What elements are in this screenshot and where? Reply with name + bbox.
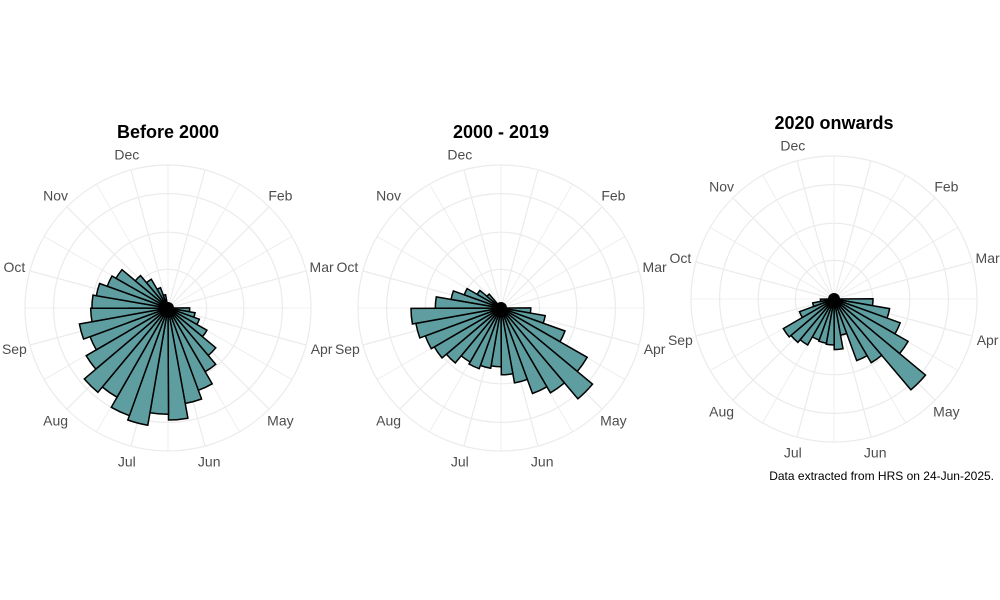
bar-wedge [410, 307, 502, 325]
month-label: Sep [2, 341, 27, 357]
bar-wedge [83, 307, 169, 394]
month-label: Feb [601, 188, 625, 204]
grid-spoke [130, 169, 169, 309]
bar-wedge [134, 274, 169, 309]
month-label: May [600, 412, 626, 428]
bar-wedge [114, 268, 169, 309]
grid-spoke [167, 236, 293, 309]
grid-spoke [167, 169, 206, 309]
month-label: Mar [310, 259, 334, 275]
polar-chart-2000-2019: 2000 - 2019 Feb Mar Apr May Jun Jul Aug Sep Oct N… [335, 122, 667, 470]
month-label: Sep [335, 341, 360, 357]
grid-spoke [429, 183, 502, 309]
month-label: Sep [668, 332, 693, 348]
month-label: May [267, 412, 293, 428]
grid-spoke [796, 160, 835, 300]
month-label: Mar [976, 250, 1000, 266]
month-label: Nov [43, 188, 68, 204]
grid-spoke [833, 197, 936, 300]
bar-wedge [500, 307, 594, 400]
bar-wedge [500, 307, 529, 384]
polar-chart-before-2000: Before 2000 Feb Mar Apr May Jun Jul Aug Sep Oct N… [2, 122, 334, 470]
month-label: Aug [43, 412, 68, 428]
grid-spoke [500, 206, 603, 309]
month-label: Oct [337, 259, 359, 275]
grid-spoke [399, 206, 502, 309]
grid-spoke [833, 227, 959, 300]
grid-spoke [500, 183, 573, 309]
month-label: Jul [451, 454, 469, 470]
month-label: Jul [784, 445, 802, 461]
month-label: Dec [447, 146, 472, 162]
grid-spoke [500, 169, 539, 309]
grid-spoke [500, 236, 626, 309]
bar-wedge [89, 307, 169, 323]
grid-spoke [695, 261, 835, 300]
month-label: Oct [4, 259, 26, 275]
month-label: Aug [709, 403, 734, 419]
bar-wedge [833, 298, 927, 391]
grid-spoke [833, 261, 973, 300]
month-label: Nov [376, 188, 401, 204]
chart-title: Before 2000 [117, 122, 219, 142]
month-label: Jun [198, 454, 221, 470]
polar-chart-2020-onwards: 2020 onwards Feb Mar Apr May Jun Jul Aug Sep Oct… [668, 113, 1000, 461]
month-label: Apr [311, 341, 333, 357]
grid-spoke [695, 298, 835, 337]
grid-spoke [709, 227, 835, 300]
bar-wedge [500, 307, 548, 395]
chart-title: 2020 onwards [774, 113, 893, 133]
month-label: Dec [114, 146, 139, 162]
month-label: Jun [531, 454, 554, 470]
bar-wedge [500, 307, 566, 394]
month-label: Apr [644, 341, 666, 357]
bar-wedge [833, 298, 844, 351]
month-label: Oct [670, 250, 692, 266]
month-label: Mar [643, 259, 667, 275]
bar-wedge [500, 307, 514, 376]
grid-spoke [167, 270, 307, 309]
bar-wedge [145, 278, 169, 309]
month-label: Feb [268, 188, 292, 204]
grid-spoke [732, 197, 835, 300]
month-label: Apr [977, 332, 999, 348]
grid-spoke [833, 174, 906, 300]
bar-wedge [833, 298, 869, 362]
month-label: Nov [709, 179, 734, 195]
grid-spoke [762, 174, 835, 300]
month-label: May [933, 403, 959, 419]
bar-wedge [167, 307, 189, 421]
month-label: Feb [934, 179, 958, 195]
bar-hub [162, 302, 174, 314]
chart-title: 2000 - 2019 [453, 122, 549, 142]
month-label: Jun [864, 445, 887, 461]
bar-wedge [85, 307, 169, 371]
month-label: Dec [780, 137, 805, 153]
month-label: Jul [118, 454, 136, 470]
bar-wedge [110, 307, 169, 417]
grid-spoke [463, 169, 502, 309]
bar-wedge [782, 298, 835, 338]
grid-spoke [500, 270, 640, 309]
data-source-caption: Data extracted from HRS on 24-Jun-2025. [769, 469, 994, 483]
bar-hub [495, 302, 507, 314]
grid-spoke [167, 183, 240, 309]
grid-spoke [833, 160, 872, 300]
bar-wedge [78, 307, 169, 341]
bar-hub [828, 293, 840, 305]
bar-wedge [798, 298, 835, 319]
month-label: Aug [376, 412, 401, 428]
bar-wedge [833, 298, 883, 364]
grid-spoke [167, 206, 270, 309]
